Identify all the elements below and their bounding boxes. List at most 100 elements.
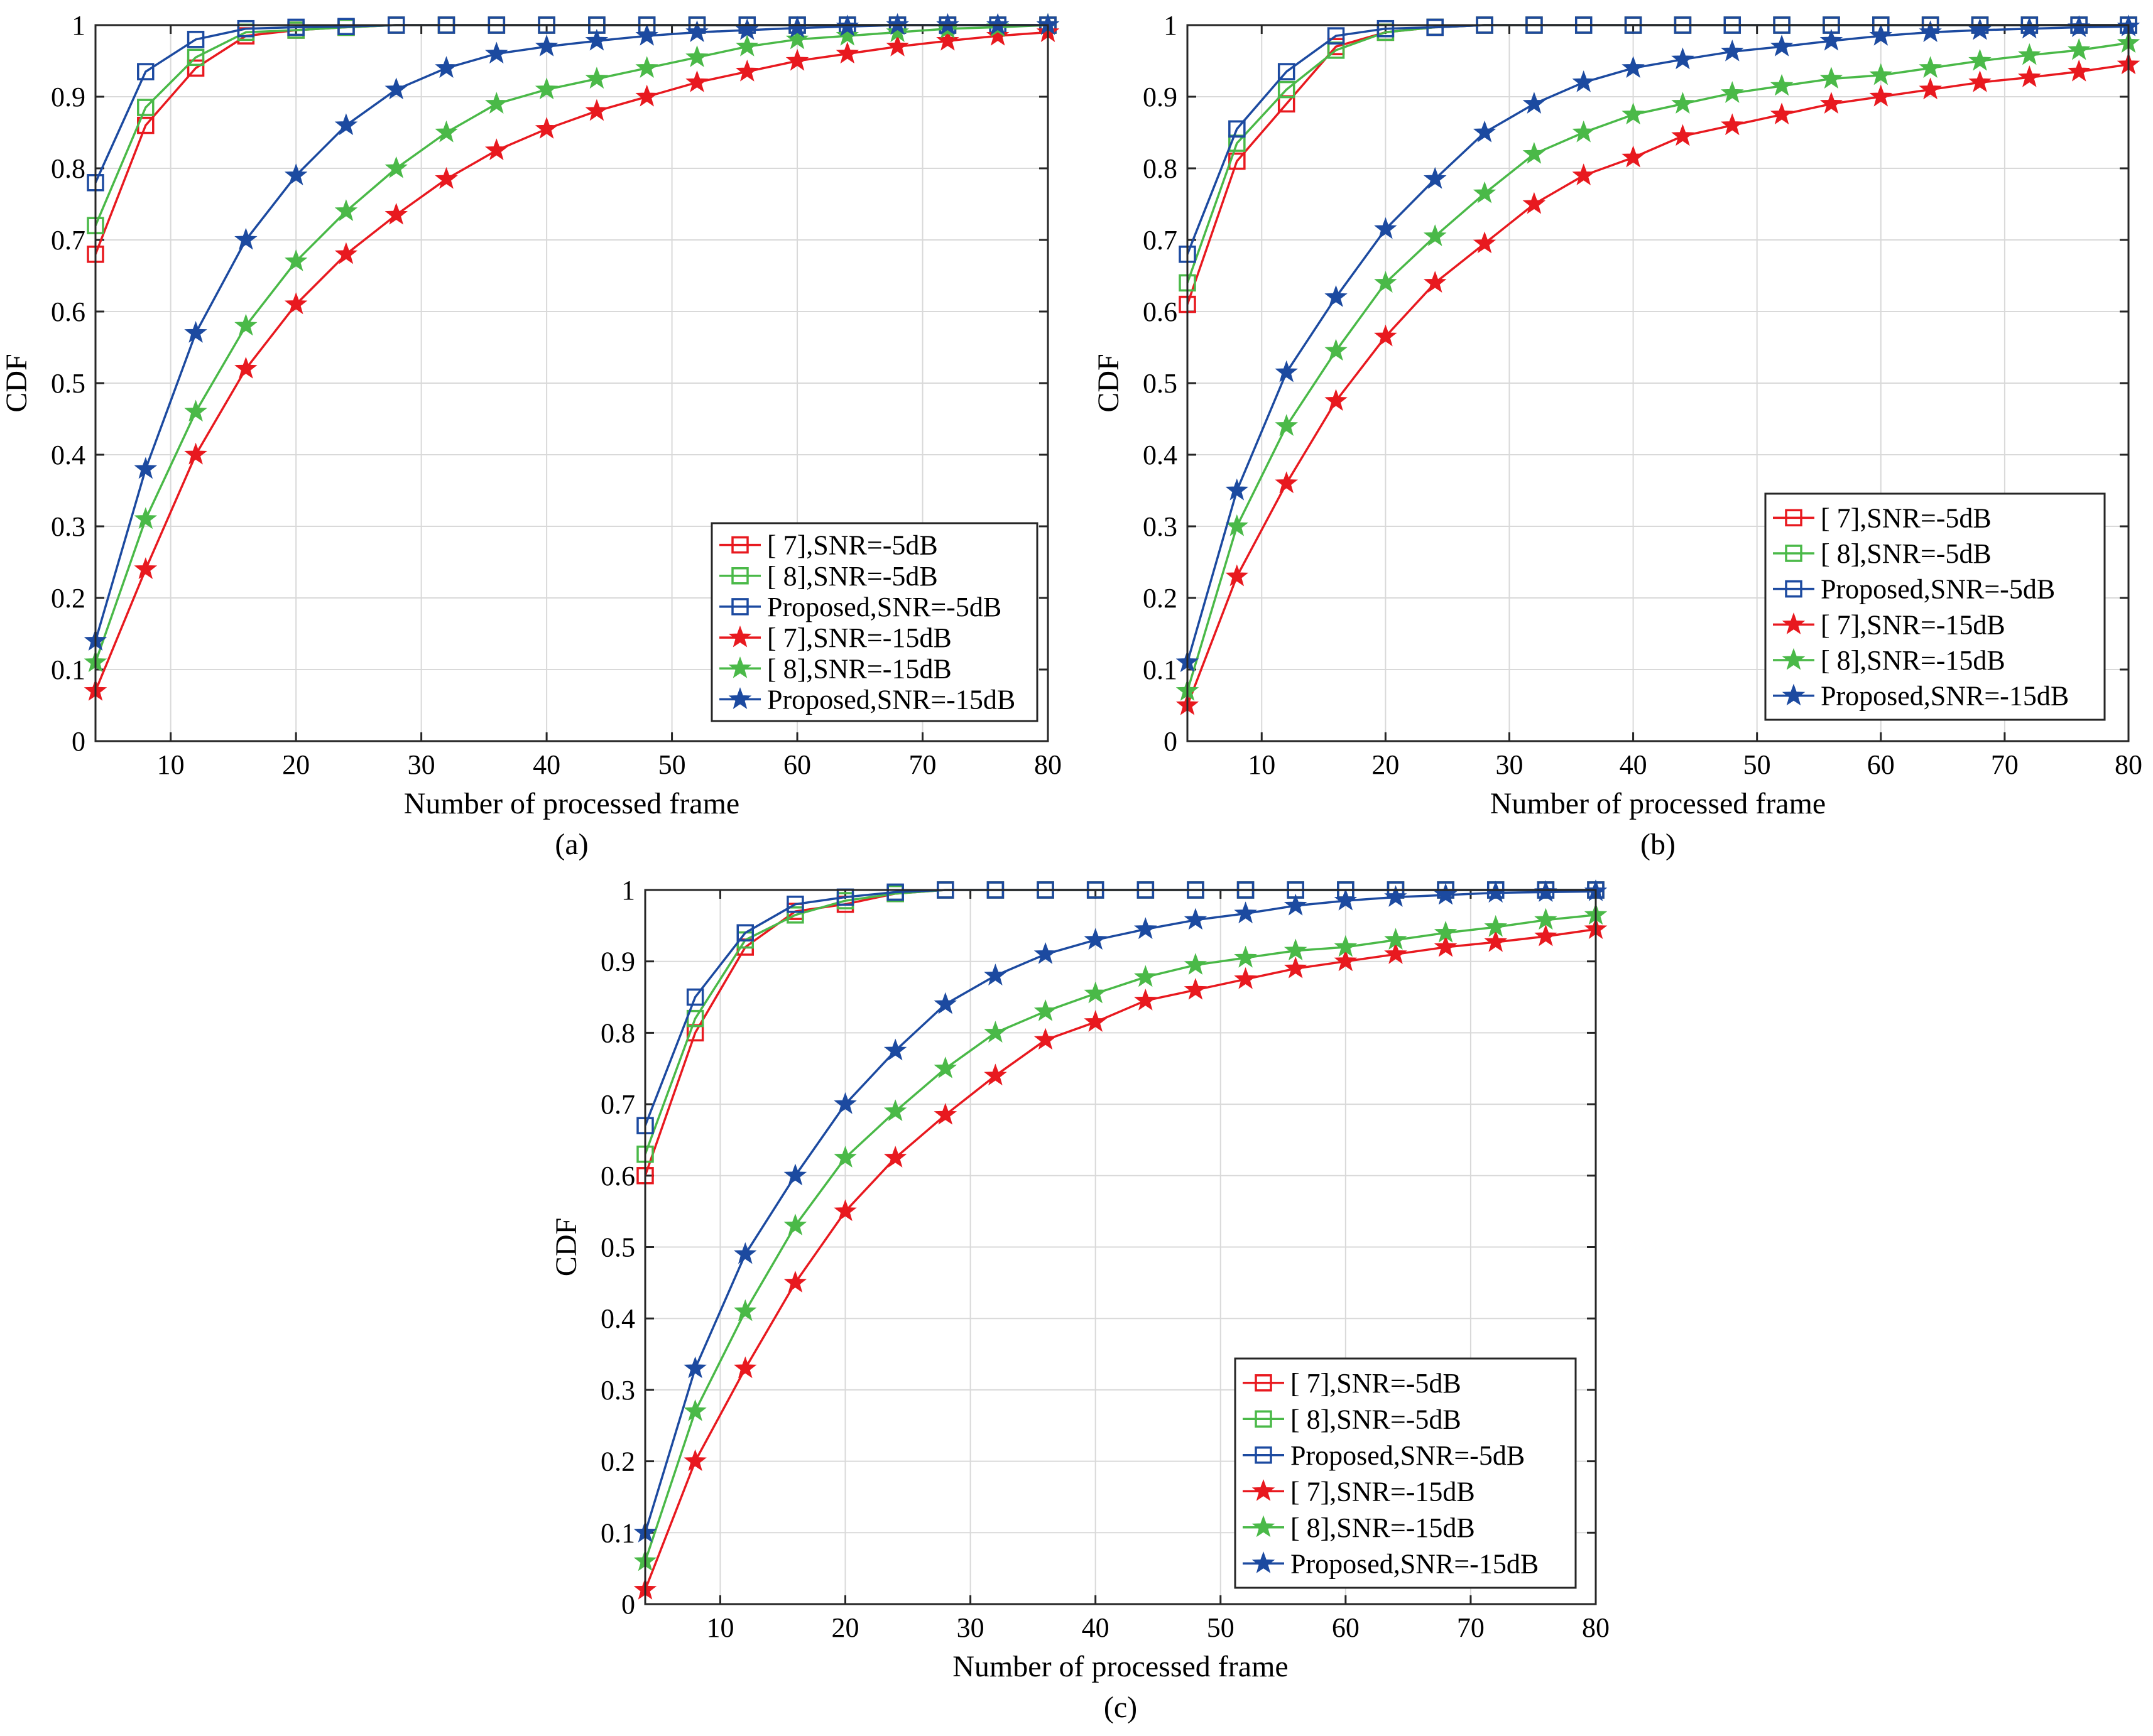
legend-label: [ 8],SNR=-5dB	[767, 561, 938, 592]
star-marker	[435, 56, 458, 78]
square-marker	[187, 59, 205, 77]
legend-marker	[1255, 1410, 1272, 1428]
x-tick-label: 20	[1371, 749, 1399, 780]
star-marker	[1721, 81, 1744, 103]
square-marker	[1277, 80, 1295, 99]
star-marker	[1919, 56, 1942, 78]
star-marker	[1434, 920, 1458, 943]
legend-marker	[728, 687, 752, 709]
legend-entry: Proposed,SNR=-5dB	[1773, 574, 2055, 605]
legend-box	[1234, 1357, 1577, 1589]
y-tick-label: 0	[621, 1589, 635, 1620]
star-marker	[334, 199, 358, 221]
star-marker	[883, 1038, 907, 1061]
star-marker	[1770, 35, 1794, 57]
star-marker	[485, 138, 508, 161]
star-marker	[284, 292, 308, 315]
star-marker	[685, 45, 709, 67]
y-tick-label: 0.6	[601, 1161, 635, 1191]
star-marker	[134, 457, 158, 479]
star-marker	[1133, 917, 1157, 940]
y-tick-label: 0.5	[1143, 368, 1177, 399]
panel-caption: (b)	[1640, 828, 1676, 861]
star-marker	[1133, 965, 1157, 987]
star-marker	[635, 56, 658, 78]
square-marker	[287, 18, 305, 36]
star-marker	[783, 1271, 807, 1293]
square-marker	[1426, 18, 1444, 36]
star-marker	[1919, 77, 1942, 100]
star-marker	[1534, 908, 1557, 930]
star-marker	[886, 13, 909, 35]
series-line	[1186, 41, 2129, 692]
star-marker	[1484, 930, 1507, 952]
square-marker	[787, 906, 804, 924]
star-marker	[1434, 882, 1458, 905]
star-marker	[384, 202, 408, 225]
x-tick-label: 50	[1207, 1612, 1235, 1643]
x-axis-label: Number of processed frame	[404, 787, 739, 820]
legend-label: Proposed,SNR=-15dB	[767, 684, 1015, 715]
legend-label: Proposed,SNR=-5dB	[1821, 574, 2055, 605]
square-marker	[686, 988, 704, 1006]
star-marker	[734, 1356, 757, 1379]
star-marker	[1384, 885, 1407, 907]
star-marker	[934, 992, 957, 1014]
series-4	[1175, 52, 2140, 715]
star-marker	[1033, 1028, 1057, 1050]
star-marker	[1423, 166, 1447, 189]
star-marker	[1534, 924, 1557, 947]
star-marker	[334, 113, 358, 136]
star-marker	[635, 84, 658, 107]
star-marker	[986, 23, 1010, 46]
y-tick-label: 0.5	[51, 368, 85, 399]
star-marker	[736, 35, 759, 57]
legend-marker	[728, 656, 752, 678]
legend-label: [ 7],SNR=-15dB	[767, 622, 952, 653]
legend-label: [ 7],SNR=-5dB	[1290, 1368, 1461, 1399]
y-tick-label: 0.9	[601, 947, 635, 977]
series-line	[1186, 63, 2129, 706]
legend: [ 7],SNR=-5dB [ 8],SNR=-5dB Proposed,SNR=-…	[1234, 1357, 1577, 1589]
star-marker	[1622, 102, 1645, 125]
panel-caption: (a)	[555, 828, 588, 861]
star-marker	[1869, 84, 1893, 107]
star-marker	[435, 120, 458, 143]
star-marker	[485, 92, 508, 114]
star-marker	[684, 1449, 707, 1472]
x-tick-label: 40	[1620, 749, 1647, 780]
star-marker	[1234, 945, 1257, 968]
star-marker	[1919, 20, 1942, 42]
star-marker	[585, 28, 609, 51]
star-marker	[883, 1099, 907, 1121]
x-axis-label: Number of processed frame	[952, 1650, 1288, 1683]
star-marker	[1225, 564, 1249, 587]
legend-marker	[728, 625, 752, 648]
legend: [ 7],SNR=-5dB[ 8],SNR=-5dBProposed,SNR=-…	[1764, 492, 2106, 721]
x-tick-label: 10	[706, 1612, 734, 1643]
star-marker	[1534, 880, 1557, 902]
star-marker	[1671, 124, 1694, 146]
legend-entry: Proposed,SNR=-15dB	[719, 684, 1015, 715]
star-marker	[535, 35, 559, 57]
star-marker	[2067, 15, 2091, 37]
legend-label: Proposed,SNR=-15dB	[1290, 1548, 1539, 1579]
star-marker	[936, 13, 959, 35]
star-marker	[1721, 40, 1744, 62]
legend-entry: [ 8],SNR=-15dB	[1243, 1512, 1475, 1543]
star-marker	[886, 20, 909, 42]
x-tick-label: 30	[1495, 749, 1523, 780]
legend-label: [ 8],SNR=-5dB	[1290, 1404, 1461, 1435]
x-tick-label: 70	[1991, 749, 2019, 780]
y-tick-label: 0.9	[51, 82, 85, 112]
legend-label: [ 7],SNR=-15dB	[1821, 609, 2005, 640]
y-tick-label: 0.7	[51, 225, 85, 256]
star-marker	[1770, 73, 1794, 96]
axes-frame	[94, 24, 1049, 742]
star-marker	[1572, 163, 1595, 185]
axes-frame	[644, 889, 1597, 1605]
star-marker	[1334, 949, 1358, 972]
legend-marker	[1785, 545, 1802, 562]
star-marker	[384, 77, 408, 100]
legend: [ 7],SNR=-5dB[ 8],SNR=-5dBProposed,SNR=-…	[711, 522, 1038, 722]
